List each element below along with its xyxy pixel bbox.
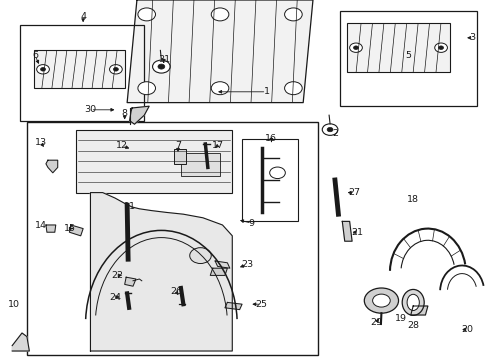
Circle shape xyxy=(109,65,122,74)
Polygon shape xyxy=(129,106,149,124)
Text: 28: 28 xyxy=(407,321,418,330)
Circle shape xyxy=(364,288,398,313)
Polygon shape xyxy=(410,306,427,315)
Bar xyxy=(34,50,124,88)
Text: 12: 12 xyxy=(116,141,128,150)
Circle shape xyxy=(211,8,228,21)
Polygon shape xyxy=(342,221,351,241)
Text: 16: 16 xyxy=(265,134,277,143)
Text: 10: 10 xyxy=(8,300,20,309)
Text: 8: 8 xyxy=(122,109,127,118)
Text: 14: 14 xyxy=(35,220,46,230)
Polygon shape xyxy=(127,0,312,103)
Text: 19: 19 xyxy=(394,314,406,323)
Ellipse shape xyxy=(401,289,423,315)
Ellipse shape xyxy=(406,294,418,310)
Circle shape xyxy=(322,124,337,135)
Circle shape xyxy=(189,248,211,264)
Circle shape xyxy=(284,82,302,95)
Circle shape xyxy=(211,82,228,95)
Polygon shape xyxy=(46,160,58,173)
Text: 27: 27 xyxy=(348,188,360,197)
Text: 29: 29 xyxy=(370,318,382,327)
Bar xyxy=(242,139,298,221)
Circle shape xyxy=(37,65,49,74)
Polygon shape xyxy=(46,225,56,232)
Bar xyxy=(339,11,476,106)
Text: 24: 24 xyxy=(109,292,121,301)
Text: 6: 6 xyxy=(32,51,38,60)
Polygon shape xyxy=(215,261,229,268)
Polygon shape xyxy=(124,277,136,286)
Bar xyxy=(76,130,232,193)
Circle shape xyxy=(349,43,362,52)
Circle shape xyxy=(434,43,447,52)
Circle shape xyxy=(138,82,155,95)
Circle shape xyxy=(138,8,155,21)
Text: 26: 26 xyxy=(170,287,182,296)
Polygon shape xyxy=(69,225,83,236)
Text: 11: 11 xyxy=(123,202,135,211)
Text: 21: 21 xyxy=(350,228,362,237)
Text: 7: 7 xyxy=(175,141,181,150)
Bar xyxy=(27,122,317,355)
Text: 23: 23 xyxy=(241,260,252,269)
Circle shape xyxy=(438,46,443,49)
Bar xyxy=(181,153,220,176)
Circle shape xyxy=(158,64,164,69)
Polygon shape xyxy=(224,302,242,310)
Text: 20: 20 xyxy=(460,325,472,334)
Bar xyxy=(20,25,144,121)
Text: 15: 15 xyxy=(64,224,76,233)
Text: 13: 13 xyxy=(35,138,46,147)
Circle shape xyxy=(372,294,389,307)
Text: 2: 2 xyxy=(331,129,337,138)
Text: 5: 5 xyxy=(405,51,410,60)
Bar xyxy=(346,23,449,72)
Text: 18: 18 xyxy=(407,195,418,204)
Text: 22: 22 xyxy=(111,271,123,280)
Text: 17: 17 xyxy=(211,141,223,150)
Text: 3: 3 xyxy=(468,33,474,42)
Circle shape xyxy=(284,8,302,21)
Circle shape xyxy=(269,167,285,179)
Polygon shape xyxy=(12,333,29,351)
Text: 31: 31 xyxy=(158,55,169,64)
Circle shape xyxy=(326,127,332,132)
Text: 1: 1 xyxy=(263,87,269,96)
Polygon shape xyxy=(90,193,232,351)
Text: 30: 30 xyxy=(84,105,96,114)
Circle shape xyxy=(152,60,170,73)
Circle shape xyxy=(353,46,358,49)
Polygon shape xyxy=(210,268,227,275)
Circle shape xyxy=(113,68,118,71)
Circle shape xyxy=(41,68,45,71)
Text: 4: 4 xyxy=(80,12,86,21)
Bar xyxy=(173,149,185,164)
Text: 25: 25 xyxy=(255,300,267,309)
Text: 9: 9 xyxy=(248,219,254,228)
